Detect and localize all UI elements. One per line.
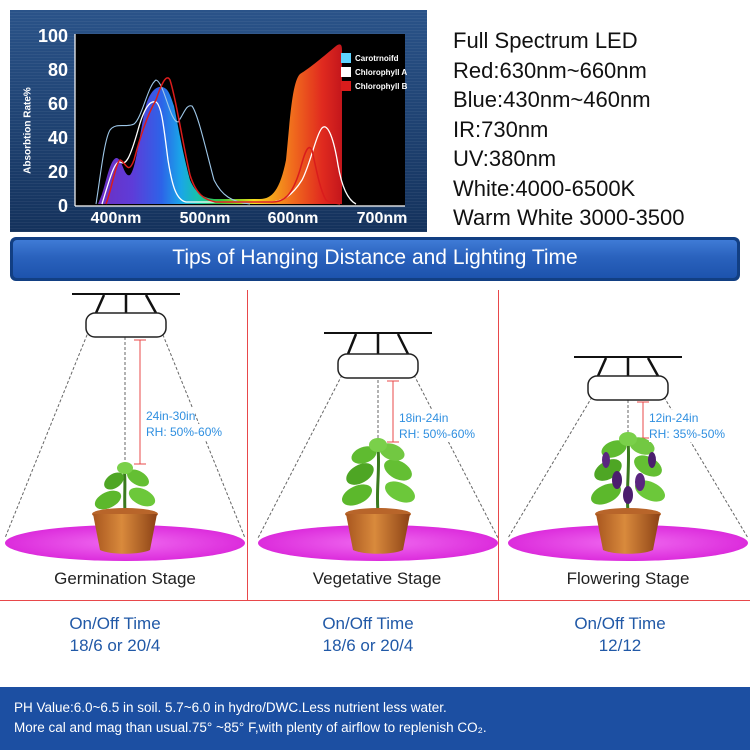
section-divider: [0, 600, 750, 601]
hanger: [94, 294, 158, 314]
grow-light-fixture: [337, 353, 419, 379]
vegetative-stage-illustration: [257, 332, 499, 561]
spectrum-plot: [74, 34, 405, 207]
flowering-humidity-label: RH: 35%-50%: [649, 426, 726, 442]
y-tick-label: 60: [47, 94, 68, 114]
flowering-stage-label: Flowering Stage: [566, 569, 690, 588]
light-cone-edge: [507, 396, 593, 539]
stages-illustration: [4, 293, 749, 561]
chlorophyll-a-curve: [101, 101, 357, 205]
plant-pot: [346, 514, 410, 554]
spec-white: White:4000-6500K: [453, 176, 636, 201]
spec-warm-white: Warm White 3000-3500: [453, 205, 685, 230]
plant-stem: [122, 467, 127, 513]
legend-label: Carotrnoifd: [355, 53, 399, 63]
germination-stage-label: Germination Stage: [54, 569, 196, 588]
germination-onoff-value: 18/6 or 20/4: [69, 636, 161, 655]
leaf: [619, 432, 637, 446]
chlorophyll-b-curve: [105, 77, 341, 205]
care-notes-box: PH Value:6.0~6.5 in soil. 5.7~6.0 in hyd…: [0, 687, 750, 750]
x-tick-label: 700nm: [356, 210, 408, 227]
eggplant-fruit: [623, 486, 633, 504]
flowering-onoff-title: On/Off Time: [574, 614, 666, 633]
y-tick-label: 20: [47, 162, 68, 182]
leaf: [369, 438, 387, 452]
x-tick-label: 600nm: [267, 210, 319, 227]
vegetative-stage-label: Vegetative Stage: [312, 569, 442, 588]
vegetative-onoff-value: 18/6 or 20/4: [322, 636, 414, 655]
light-cone-edge: [4, 329, 90, 539]
leaf: [634, 455, 662, 477]
leaf: [351, 446, 377, 464]
carotenoid-curve: [95, 79, 251, 205]
x-tick-label: 400nm: [90, 210, 142, 227]
tips-banner-fill: [13, 240, 737, 278]
vegetative-distance-label: 18in-24in: [399, 410, 449, 426]
legend-label: Chlorophyll B: [355, 81, 408, 91]
plant-stem: [375, 447, 381, 513]
y-tick-label: 100: [37, 26, 68, 46]
legend-item-carotenoid: Carotrnoifd: [341, 52, 399, 64]
legend-item-chlorophyll-a: Chlorophyll A: [341, 66, 407, 78]
led-spectrum-area: [98, 44, 342, 204]
y-tick-label: 40: [47, 128, 68, 148]
light-cone-edge: [257, 374, 343, 539]
germination-onoff-title: On/Off Time: [69, 614, 161, 633]
tips-banner: Tips of Hanging Distance and Lighting Ti…: [10, 237, 740, 281]
legend-swatch: [341, 81, 351, 91]
stage-divider: [498, 290, 499, 600]
eggplant-fruit: [635, 473, 645, 491]
flowering-onoff-value: 12/12: [598, 636, 642, 655]
legend-swatch: [341, 53, 351, 63]
germination-stage-illustration: [4, 293, 246, 561]
nutrient-note: More cal and mag than usual.75° ~85° F,w…: [14, 720, 487, 735]
stage-divider: [247, 290, 248, 600]
leaf: [104, 472, 124, 490]
plant-stem: [625, 439, 631, 513]
ph-note: PH Value:6.0~6.5 in soil. 5.7~6.0 in hyd…: [14, 700, 447, 715]
vegetative-humidity-label: RH: 50%-60%: [399, 426, 476, 442]
absorption-spectrum-chart: 100 80 60 40 20 0 400nm 500nm 600nm 700n…: [10, 10, 427, 232]
legend-item-chlorophyll-b: Chlorophyll B: [341, 80, 407, 92]
leaf: [128, 487, 156, 507]
plant-pot: [93, 514, 157, 554]
light-cone-edge: [413, 374, 499, 539]
leaf: [385, 481, 415, 503]
hanger: [346, 333, 410, 355]
y-tick-label: 0: [57, 196, 68, 216]
tips-title: Tips of Hanging Distance and Lighting Ti…: [172, 246, 578, 269]
legend-swatch: [341, 67, 351, 77]
leaf: [384, 459, 412, 481]
spec-uv: UV:380nm: [453, 146, 557, 171]
flowering-stage-illustration: [507, 356, 749, 561]
leaf: [346, 463, 374, 485]
spec-full-spectrum: Full Spectrum LED: [453, 28, 638, 53]
spec-blue: Blue:430nm~460nm: [453, 87, 651, 112]
eggplant-fruit: [648, 452, 656, 468]
y-tick-label: 80: [47, 60, 68, 80]
leaf: [94, 490, 122, 510]
leaf: [342, 484, 372, 506]
spec-ir: IR:730nm: [453, 117, 549, 142]
leaf: [117, 462, 133, 474]
leaf: [591, 483, 621, 505]
hanger: [596, 357, 660, 377]
grow-light-fixture: [85, 312, 167, 338]
leaf: [127, 469, 149, 487]
x-tick-label: 500nm: [179, 210, 231, 227]
spec-red: Red:630nm~660nm: [453, 58, 647, 83]
eggplant-fruit: [602, 452, 610, 468]
plant-pot: [596, 514, 660, 554]
grow-light-fixture: [587, 375, 669, 401]
germination-distance-label: 24in-30in: [146, 408, 196, 424]
vegetative-onoff-title: On/Off Time: [322, 614, 414, 633]
eggplant-fruit: [612, 471, 622, 489]
legend-label: Chlorophyll A: [355, 67, 408, 77]
germination-humidity-label: RH: 50%-60%: [146, 424, 223, 440]
y-axis-label: Absorbtion Rate%: [22, 87, 34, 174]
flowering-distance-label: 12in-24in: [649, 410, 699, 426]
